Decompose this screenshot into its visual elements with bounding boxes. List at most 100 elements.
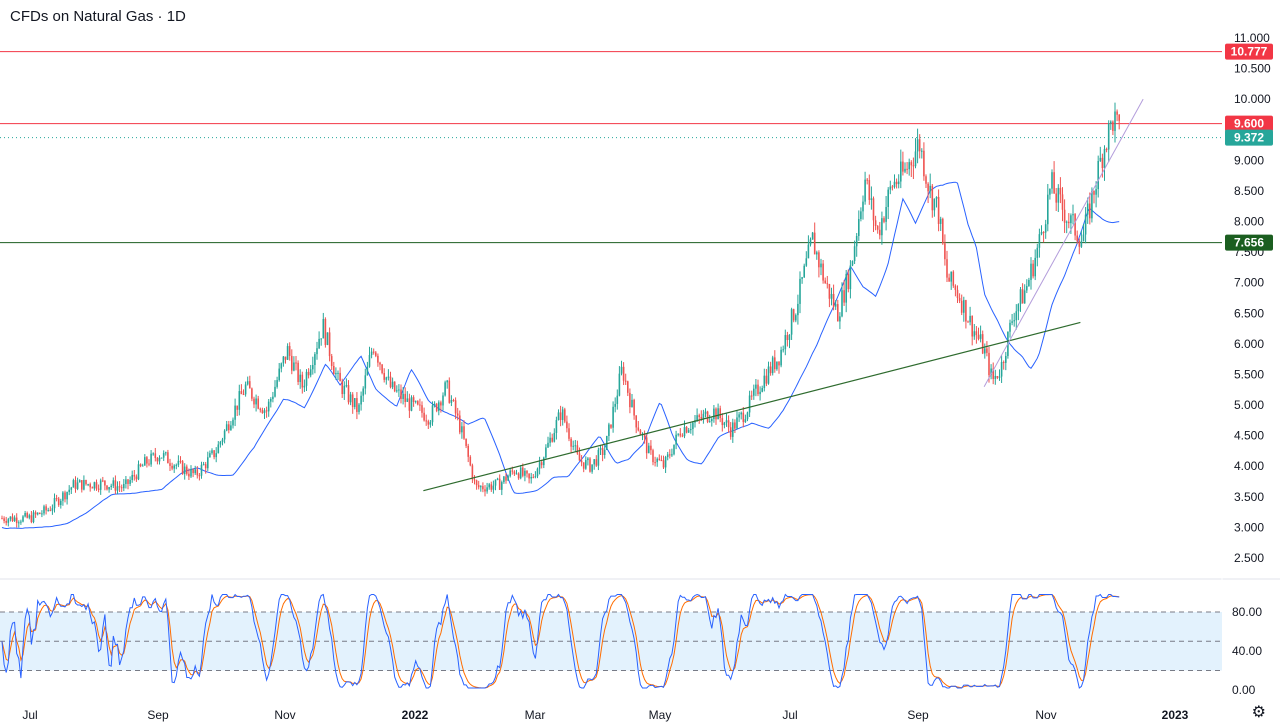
candle-up (780, 349, 782, 366)
candle-down (958, 297, 961, 301)
candle-down (249, 381, 251, 389)
candle-down (826, 283, 829, 285)
candle-up (664, 457, 667, 468)
candle-down (192, 469, 194, 474)
price-tick-label: 11.000 (1234, 31, 1270, 45)
candle-down (986, 348, 988, 353)
candle-down (307, 371, 310, 376)
candle-down (639, 430, 642, 435)
candle-up (979, 334, 982, 339)
candle-up (939, 218, 942, 224)
candle-down (1068, 221, 1070, 224)
trendlines (423, 98, 1144, 492)
candle-up (748, 395, 751, 413)
candle-down (257, 398, 259, 409)
candle-down (965, 300, 967, 322)
candle-up (429, 422, 432, 425)
price-tick-label: 9.000 (1234, 153, 1264, 167)
candle-up (272, 396, 274, 400)
candle-up (1099, 157, 1102, 161)
candle-up (431, 405, 434, 423)
ascending-trendline (423, 321, 1081, 492)
candle-up (1107, 123, 1110, 150)
candle-up (303, 385, 306, 388)
candle-up (853, 246, 856, 262)
candle-up (362, 388, 364, 396)
candle-down (992, 368, 994, 379)
candle-up (402, 393, 404, 400)
candle-down (171, 465, 173, 469)
candle-down (1061, 194, 1064, 210)
candle-up (1038, 234, 1041, 248)
candle-up (276, 380, 278, 387)
price-tick-label: 4.500 (1234, 429, 1264, 443)
candle-down (729, 427, 732, 437)
price-tag-label: 7.656 (1234, 236, 1264, 250)
candle-up (125, 479, 127, 484)
candle-up (900, 161, 902, 182)
candle-up (631, 399, 633, 408)
candle-down (417, 401, 419, 405)
candle-up (587, 458, 589, 461)
candle-down (179, 460, 182, 462)
candle-down (698, 415, 700, 417)
candle-down (627, 381, 629, 393)
candle-up (591, 464, 593, 472)
candle-up (870, 198, 873, 200)
price-tag-label: 9.372 (1234, 131, 1264, 145)
candle-up (280, 363, 283, 369)
candle-down (448, 380, 451, 403)
candle-up (553, 432, 556, 442)
candle-up (1047, 194, 1049, 225)
candle-down (421, 405, 423, 413)
candle-up (53, 498, 56, 509)
time-tick-label: 2022 (402, 708, 429, 722)
candle-down (652, 450, 654, 463)
price-level-lines (0, 51, 1222, 244)
candle-up (385, 377, 388, 380)
candle-up (736, 417, 738, 429)
candle-up (950, 271, 952, 282)
candle-down (742, 412, 745, 423)
candle-down (228, 424, 230, 431)
candle-up (536, 468, 539, 477)
candle-down (981, 334, 984, 354)
candle-up (973, 331, 976, 337)
candle-down (484, 489, 486, 492)
candle-down (379, 362, 381, 365)
candle-down (1074, 214, 1076, 236)
candle-down (635, 415, 637, 428)
candle-up (316, 348, 318, 355)
candle-up (305, 371, 308, 386)
candle-down (925, 176, 927, 184)
candle-down (45, 506, 47, 511)
candle-down (475, 480, 478, 486)
candle-up (994, 375, 997, 379)
candle-down (106, 485, 108, 490)
candle-down (927, 183, 929, 192)
candle-up (597, 449, 600, 466)
candle-down (146, 457, 148, 464)
candle-down (975, 331, 978, 336)
candle-down (813, 232, 816, 255)
candle-up (131, 474, 133, 480)
candle-up (738, 414, 740, 418)
candle-up (1114, 111, 1116, 131)
candle-up (673, 444, 675, 455)
candle-up (461, 426, 463, 433)
time-tick-label: 2023 (1162, 708, 1189, 722)
candle-down (347, 385, 350, 403)
candle-up (246, 381, 249, 385)
candle-down (463, 426, 465, 439)
candle-down (482, 486, 484, 490)
candle-up (162, 453, 165, 458)
candle-up (963, 300, 965, 313)
candle-up (209, 453, 211, 458)
candle-up (746, 412, 749, 420)
candle-down (408, 398, 411, 411)
gear-icon[interactable]: ⚙ (1251, 704, 1266, 721)
candle-up (889, 186, 892, 190)
candle-up (123, 483, 125, 489)
